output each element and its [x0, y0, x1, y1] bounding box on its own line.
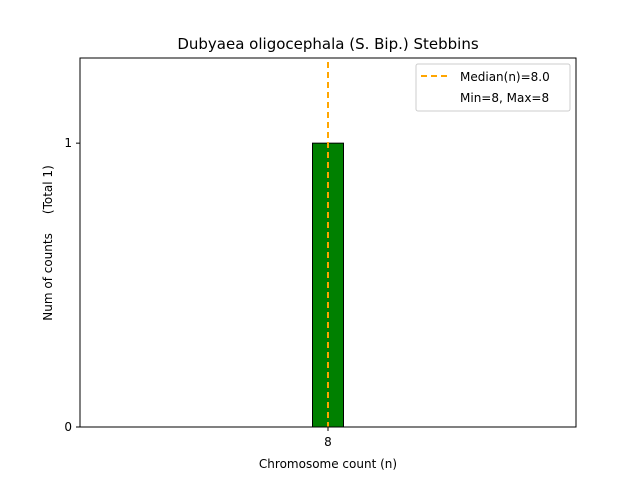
y-tick-label: 0 — [64, 420, 72, 434]
y-axis-ticks: 01 — [64, 136, 80, 434]
y-tick-label: 1 — [64, 136, 72, 150]
x-axis-ticks: 8 — [324, 427, 332, 449]
chart-title: Dubyaea oligocephala (S. Bip.) Stebbins — [177, 35, 478, 53]
x-axis-label: Chromosome count (n) — [259, 457, 397, 471]
legend: Median(n)=8.0 Min=8, Max=8 — [415, 63, 571, 112]
legend-entry-median: Median(n)=8.0 — [460, 70, 550, 84]
x-tick-label: 8 — [324, 435, 332, 449]
legend-entry-minmax: Min=8, Max=8 — [460, 91, 549, 105]
y-axis-label: Num of counts (Total 1) — [41, 165, 55, 320]
legend-box — [415, 63, 571, 112]
